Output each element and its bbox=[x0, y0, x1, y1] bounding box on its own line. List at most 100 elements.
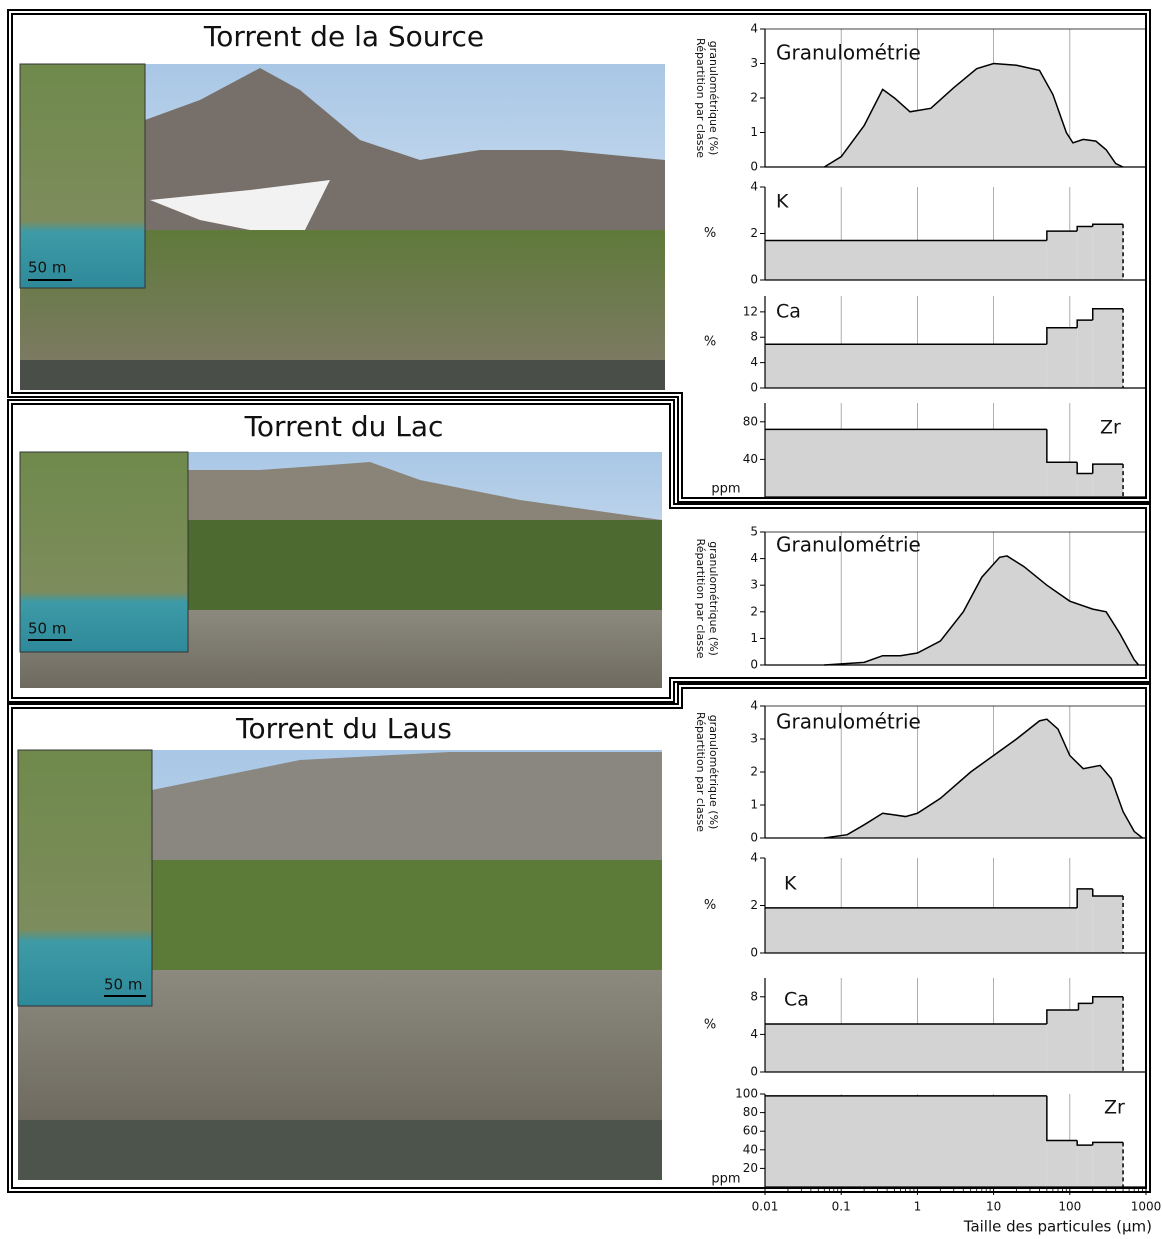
step-line bbox=[1046, 326, 1078, 345]
y-tick-label: 0 bbox=[750, 1065, 758, 1079]
step-line bbox=[1046, 230, 1078, 241]
annotation: Zr bbox=[1104, 1097, 1125, 1119]
y-tick-label: 0 bbox=[750, 273, 758, 287]
y-axis-label: % bbox=[704, 1018, 716, 1033]
y-tick-label: 60 bbox=[743, 1124, 758, 1138]
bar bbox=[765, 240, 1047, 280]
y-axis-label: granulométrique (%) bbox=[707, 715, 720, 830]
annotation: K bbox=[776, 191, 789, 213]
area-fill bbox=[824, 719, 1143, 838]
step-line bbox=[1077, 1002, 1093, 1010]
annotation: Ca bbox=[776, 301, 801, 323]
annotation: Granulométrie bbox=[776, 41, 921, 65]
step-line bbox=[1046, 1009, 1079, 1025]
y-tick-label: 2 bbox=[750, 604, 758, 618]
bar bbox=[1078, 1003, 1093, 1072]
y-tick-label: 12 bbox=[743, 304, 758, 318]
x-tick-label: 1 bbox=[914, 1200, 922, 1214]
y-tick-label: 2 bbox=[750, 226, 758, 240]
y-axis-label: ppm bbox=[711, 1172, 740, 1187]
panel-title: Torrent de la Source bbox=[203, 20, 484, 53]
bar bbox=[1092, 896, 1124, 953]
step-line bbox=[1091, 463, 1124, 474]
panel-title: Torrent du Laus bbox=[235, 712, 452, 745]
y-tick-label: 3 bbox=[750, 56, 758, 70]
y-axis-label: Répartition par classe bbox=[694, 539, 707, 659]
step-line bbox=[1076, 319, 1093, 328]
y-tick-label: 0 bbox=[750, 160, 758, 174]
y-axis-label: % bbox=[704, 226, 716, 241]
step-line bbox=[1076, 1140, 1093, 1146]
photo-lac bbox=[19, 451, 662, 688]
step-line bbox=[1076, 225, 1093, 232]
y-tick-label: 100 bbox=[735, 1087, 758, 1101]
step-line bbox=[1091, 307, 1124, 321]
annotation: K bbox=[784, 873, 797, 895]
y-tick-label: 1 bbox=[750, 631, 758, 645]
y-axis-label: granulométrique (%) bbox=[707, 41, 720, 156]
step-line bbox=[1046, 429, 1078, 463]
scale-label: 50 m bbox=[28, 620, 66, 638]
y-tick-label: 20 bbox=[743, 1161, 758, 1175]
annotation: Granulométrie bbox=[776, 533, 921, 557]
bar bbox=[1092, 224, 1124, 280]
bar bbox=[1077, 320, 1093, 388]
panel-frames bbox=[7, 9, 1151, 1193]
y-tick-label: 4 bbox=[750, 355, 758, 369]
y-tick-label: 1 bbox=[750, 125, 758, 139]
y-axis-label: % bbox=[704, 898, 716, 913]
area-line bbox=[824, 555, 1140, 666]
bar bbox=[765, 1095, 1047, 1187]
photo-source bbox=[19, 63, 665, 390]
step-line bbox=[1091, 996, 1124, 1004]
y-tick-label: 0 bbox=[750, 658, 758, 672]
x-tick-label: 100 bbox=[1058, 1200, 1081, 1214]
y-tick-label: 3 bbox=[750, 578, 758, 592]
y-tick-label: 40 bbox=[743, 452, 758, 466]
step-line bbox=[1046, 1095, 1078, 1142]
step-line bbox=[1091, 1141, 1124, 1146]
bar bbox=[1077, 473, 1093, 497]
scale-label: 50 m bbox=[28, 259, 66, 277]
x-tick-label: 0.01 bbox=[752, 1200, 779, 1214]
bar bbox=[1077, 1145, 1093, 1187]
annotation: Zr bbox=[1100, 417, 1121, 439]
step-line bbox=[1076, 462, 1093, 475]
step-line bbox=[1091, 223, 1124, 227]
x-tick-label: 0.1 bbox=[832, 1200, 851, 1214]
scale-label: 50 m bbox=[104, 976, 142, 994]
y-tick-label: 4 bbox=[750, 22, 758, 36]
y-tick-label: 3 bbox=[750, 732, 758, 746]
bar bbox=[1092, 464, 1124, 497]
y-tick-label: 80 bbox=[743, 414, 758, 428]
panel-title: Torrent du Lac bbox=[244, 410, 444, 443]
y-axis-label: ppm bbox=[711, 482, 740, 497]
y-axis-label: granulométrique (%) bbox=[707, 541, 720, 656]
bar bbox=[1092, 996, 1124, 1072]
photo-laus bbox=[17, 749, 662, 1180]
y-tick-label: 4 bbox=[750, 699, 758, 713]
y-tick-label: 0 bbox=[750, 381, 758, 395]
bar bbox=[765, 1024, 1047, 1072]
bar bbox=[1046, 1009, 1079, 1072]
y-tick-label: 2 bbox=[750, 765, 758, 779]
y-tick-label: 80 bbox=[743, 1105, 758, 1119]
area-fill bbox=[824, 555, 1139, 665]
bar bbox=[1092, 308, 1124, 388]
y-tick-label: 4 bbox=[750, 1027, 758, 1041]
bar bbox=[1046, 327, 1078, 388]
bar bbox=[765, 429, 1047, 497]
y-tick-label: 0 bbox=[750, 946, 758, 960]
step-line bbox=[1076, 888, 1093, 908]
area-fill bbox=[824, 63, 1124, 167]
area-line bbox=[824, 718, 1143, 839]
y-tick-label: 4 bbox=[750, 180, 758, 194]
y-tick-label: 8 bbox=[750, 989, 758, 1003]
y-tick-label: 2 bbox=[750, 91, 758, 105]
bar bbox=[1046, 1140, 1078, 1187]
y-tick-label: 4 bbox=[750, 851, 758, 865]
bar bbox=[765, 344, 1047, 388]
area-line bbox=[823, 62, 1124, 168]
y-tick-label: 0 bbox=[750, 831, 758, 845]
